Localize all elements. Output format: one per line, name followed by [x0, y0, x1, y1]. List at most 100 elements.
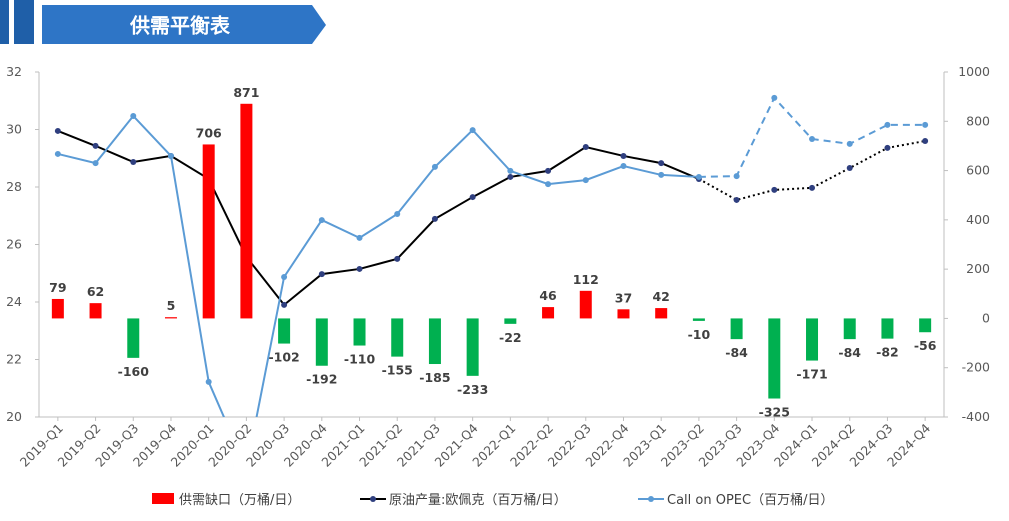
bar: [127, 318, 140, 358]
value-label: 79: [49, 280, 66, 295]
y2-tick-label: 400: [966, 212, 990, 227]
marker: [771, 94, 778, 101]
value-label: 37: [615, 290, 632, 305]
header-accent: [0, 0, 9, 44]
bar: [617, 309, 630, 319]
bar: [353, 318, 366, 346]
value-label: -10: [688, 327, 711, 342]
plot-area: [54, 94, 929, 472]
legend-label: 原油产量:欧佩克（百万桶/日）: [389, 493, 567, 508]
legend-marker: [648, 496, 654, 502]
marker: [394, 211, 401, 218]
value-label: -110: [344, 352, 376, 367]
line: [57, 114, 699, 417]
marker: [469, 194, 476, 201]
marker: [54, 127, 61, 134]
bar: [768, 318, 781, 399]
marker: [92, 160, 99, 167]
marker: [281, 273, 288, 280]
marker: [582, 177, 589, 184]
marker: [394, 255, 401, 262]
marker: [356, 234, 363, 241]
y2-tick-label: 200: [966, 261, 990, 276]
bar: [881, 318, 894, 339]
y-tick-label: 28: [6, 179, 22, 194]
bar: [579, 290, 592, 319]
bar: [89, 303, 102, 319]
value-label: -233: [457, 382, 488, 397]
y2-tick-label: 800: [966, 113, 990, 128]
marker: [658, 171, 665, 178]
marker: [431, 163, 438, 170]
marker: [356, 265, 363, 272]
marker: [507, 173, 514, 180]
marker: [54, 150, 61, 157]
value-label: 871: [233, 85, 259, 100]
header-accent: [14, 0, 34, 44]
bar: [51, 298, 64, 319]
legend-marker: [370, 496, 376, 502]
chart-title: 供需平衡表: [129, 14, 231, 38]
marker: [809, 184, 816, 191]
bar: [278, 318, 291, 344]
marker: [620, 152, 627, 159]
value-label: -102: [268, 350, 299, 365]
y-tick-label: 30: [6, 122, 22, 137]
line: [57, 130, 700, 307]
y2-tick-label: -400: [962, 409, 990, 424]
bar: [542, 307, 555, 319]
marker: [884, 144, 891, 151]
marker: [318, 271, 325, 278]
marker: [771, 186, 778, 193]
marker: [658, 160, 665, 167]
bar: [428, 318, 441, 365]
y-tick-label: 20: [6, 409, 22, 424]
bar: [466, 318, 479, 376]
value-label: 706: [196, 125, 222, 140]
marker: [318, 217, 325, 224]
bar: [240, 103, 253, 319]
marker: [507, 167, 514, 174]
value-label: 46: [539, 288, 557, 303]
y-tick-label: 24: [6, 294, 22, 309]
bar: [919, 318, 932, 333]
y2-tick-label: 0: [982, 310, 990, 325]
y2-tick-label: -200: [962, 360, 990, 375]
value-label: 5: [167, 298, 176, 313]
line: [698, 140, 926, 202]
marker: [431, 215, 438, 222]
value-label: 112: [573, 272, 599, 287]
marker: [695, 173, 702, 180]
y2-tick-label: 600: [966, 163, 990, 178]
bar: [655, 308, 668, 319]
marker: [469, 127, 476, 134]
y-tick-label: 22: [6, 352, 22, 367]
value-label: -192: [306, 372, 337, 387]
value-label: -82: [876, 345, 899, 360]
marker: [809, 135, 816, 142]
marker: [846, 165, 853, 172]
legend-label: Call on OPEC（百万桶/日）: [667, 493, 833, 508]
value-label: -22: [499, 330, 522, 345]
marker: [92, 142, 99, 149]
marker: [620, 163, 627, 170]
y2-tick-label: 1000: [958, 64, 990, 79]
marker: [243, 466, 249, 472]
marker: [922, 121, 929, 128]
y-tick-label: 26: [6, 237, 22, 252]
marker: [545, 167, 552, 174]
value-label: 62: [87, 284, 104, 299]
marker: [281, 301, 288, 308]
bar: [843, 318, 856, 340]
value-label: -185: [419, 370, 450, 385]
value-label: -84: [838, 345, 861, 360]
marker: [205, 378, 212, 385]
bar: [391, 318, 404, 357]
marker: [884, 121, 891, 128]
value-label: -325: [759, 405, 790, 420]
value-label: -155: [382, 363, 413, 378]
value-label: -160: [118, 364, 150, 379]
bar: [164, 317, 177, 319]
